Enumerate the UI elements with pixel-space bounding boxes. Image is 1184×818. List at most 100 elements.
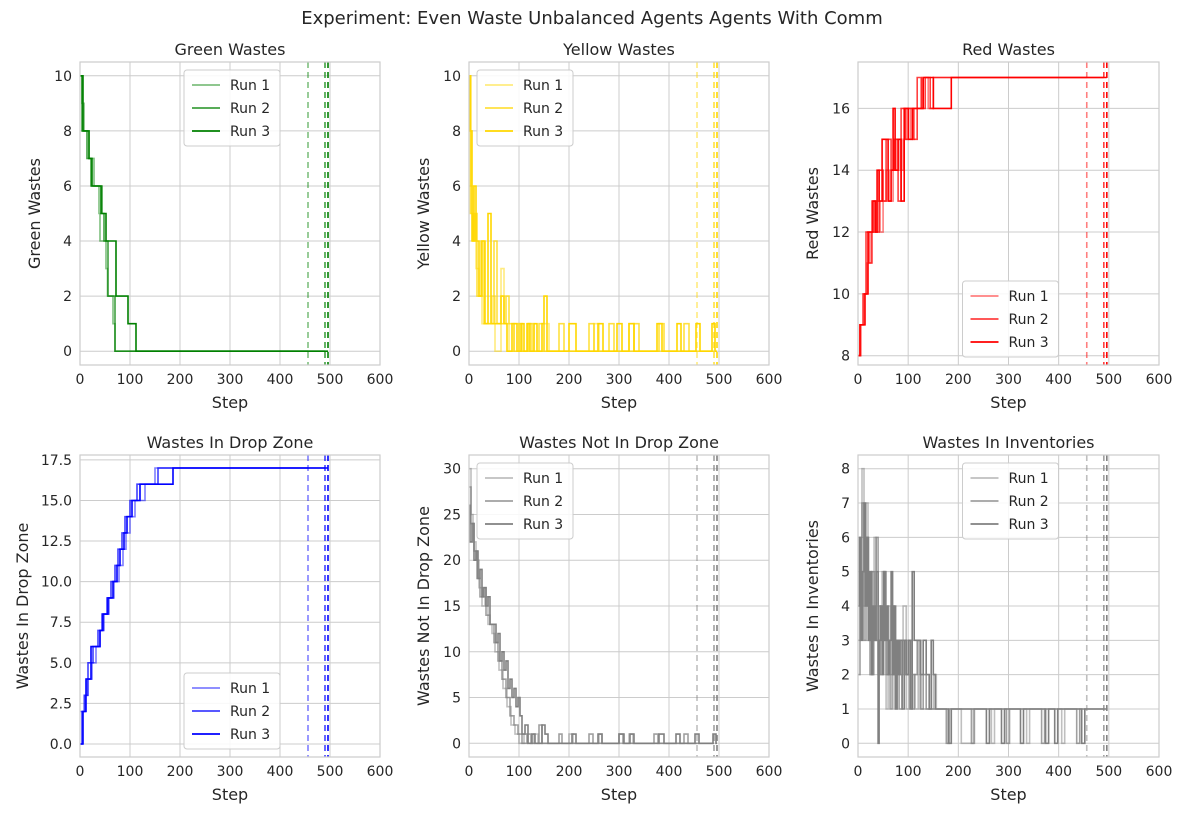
series-line-run-3 [858, 76, 1107, 357]
y-axis-label: Wastes Not In Drop Zone [414, 506, 433, 706]
x-tick-label: 100 [117, 372, 144, 388]
x-tick-label: 100 [506, 764, 533, 780]
x-tick-label: 0 [76, 372, 85, 388]
axes-frame [857, 454, 1160, 758]
y-tick-label: 12 [832, 225, 850, 241]
x-tick-label: 200 [556, 764, 583, 780]
x-tick-label: 100 [895, 372, 922, 388]
x-tick-label: 200 [945, 372, 972, 388]
y-tick-label: 2 [63, 289, 72, 305]
legend-box [962, 462, 1059, 540]
x-tick-label: 100 [506, 372, 533, 388]
y-tick-label: 0.0 [50, 737, 72, 753]
legend: Run 1 Run 2 Run 3 [183, 69, 281, 147]
y-tick-label: 10 [443, 645, 461, 661]
x-tick-label: 0 [76, 764, 85, 780]
x-tick-label: 600 [367, 764, 394, 780]
series-line-run-3 [80, 467, 328, 745]
x-axis-label: Step [601, 785, 637, 804]
axes-frame [468, 454, 770, 758]
series-line-run-3 [469, 75, 717, 352]
y-tick-label: 2 [841, 668, 850, 684]
y-tick-label: 0 [452, 736, 461, 752]
legend-label-run-1: Run 1 [230, 78, 270, 94]
subplot-6: 0 100 200 300 400 500 600 0 1 2 3 4 5 6 7 8 Wastes In In… [803, 433, 1172, 804]
x-axis-label: Step [990, 393, 1026, 412]
x-tick-label: 400 [656, 372, 683, 388]
legend-label-run-3: Run 3 [1009, 335, 1049, 351]
y-tick-label: 3 [841, 633, 850, 649]
subplot-title: Wastes Not In Drop Zone [519, 433, 719, 452]
legend: Run 1 Run 2 Run 3 [962, 462, 1059, 540]
x-tick-label: 400 [267, 372, 294, 388]
y-tick-label: 25 [443, 507, 461, 523]
subplot-title: Red Wastes [962, 40, 1055, 59]
series-line-run-3 [80, 75, 328, 352]
legend: Run 1 Run 2 Run 3 [183, 672, 281, 750]
legend-box [962, 280, 1059, 358]
y-tick-label: 4 [841, 599, 850, 615]
y-tick-label: 8 [63, 124, 72, 140]
x-tick-label: 300 [995, 764, 1022, 780]
x-tick-label: 200 [945, 764, 972, 780]
x-tick-label: 400 [267, 764, 294, 780]
y-tick-label: 4 [452, 234, 461, 250]
y-tick-label: 10.0 [41, 575, 72, 591]
x-tick-label: 0 [465, 764, 474, 780]
axes-frame [857, 61, 1160, 366]
x-tick-label: 100 [117, 764, 144, 780]
legend-label-run-2: Run 2 [1009, 312, 1049, 328]
legend-label-run-3: Run 3 [1009, 517, 1049, 533]
y-tick-label: 15.0 [41, 493, 72, 509]
y-tick-label: 30 [443, 462, 461, 478]
legend: Run 1 Run 2 Run 3 [476, 69, 574, 147]
y-tick-label: 15 [443, 599, 461, 615]
legend-box [183, 672, 281, 750]
legend-label-run-1: Run 1 [523, 471, 563, 487]
x-tick-label: 300 [606, 372, 633, 388]
y-tick-label: 5.0 [50, 656, 72, 672]
legend-label-run-2: Run 2 [230, 101, 270, 117]
x-tick-label: 500 [706, 372, 733, 388]
legend-label-run-2: Run 2 [523, 101, 563, 117]
legend-box [476, 69, 574, 147]
x-tick-label: 300 [606, 764, 633, 780]
legend-box [183, 69, 281, 147]
x-tick-label: 400 [656, 764, 683, 780]
x-tick-label: 500 [317, 372, 344, 388]
y-tick-label: 10 [54, 69, 72, 85]
x-tick-label: 600 [367, 372, 394, 388]
x-tick-label: 600 [756, 372, 783, 388]
legend-label-run-1: Run 1 [1009, 289, 1049, 305]
legend-label-run-2: Run 2 [523, 494, 563, 510]
x-tick-label: 300 [217, 372, 244, 388]
y-tick-label: 0 [452, 344, 461, 360]
y-tick-label: 0 [63, 344, 72, 360]
y-axis-label: Wastes In Inventories [803, 520, 822, 692]
y-tick-label: 7 [841, 496, 850, 512]
axes-frame [79, 454, 381, 758]
x-tick-label: 600 [1146, 764, 1173, 780]
legend-label-run-3: Run 3 [230, 727, 270, 743]
y-tick-label: 0 [841, 736, 850, 752]
y-tick-label: 6 [63, 179, 72, 195]
y-tick-label: 8 [452, 124, 461, 140]
x-tick-label: 200 [167, 372, 194, 388]
x-tick-label: 100 [895, 764, 922, 780]
subplot-4: 0 100 200 300 400 500 600 0.0 2.5 5.0 7.5 10.0 12.5 1… [13, 433, 393, 804]
x-axis-label: Step [601, 393, 637, 412]
x-tick-label: 0 [854, 764, 863, 780]
y-tick-label: 1 [841, 702, 850, 718]
x-axis-label: Step [212, 393, 248, 412]
subplot-3: 0 100 200 300 400 500 600 8 10 12 14 16 Red Wastes St… [803, 40, 1172, 412]
legend-label-run-3: Run 3 [523, 124, 563, 140]
x-tick-label: 200 [556, 372, 583, 388]
y-tick-label: 2 [452, 289, 461, 305]
y-tick-label: 6 [841, 530, 850, 546]
subplot-title: Yellow Wastes [562, 40, 675, 59]
y-tick-label: 10 [832, 287, 850, 303]
subplot-title: Wastes In Drop Zone [147, 433, 314, 452]
x-tick-label: 500 [1095, 764, 1122, 780]
y-tick-label: 10 [443, 69, 461, 85]
y-tick-label: 5 [452, 691, 461, 707]
